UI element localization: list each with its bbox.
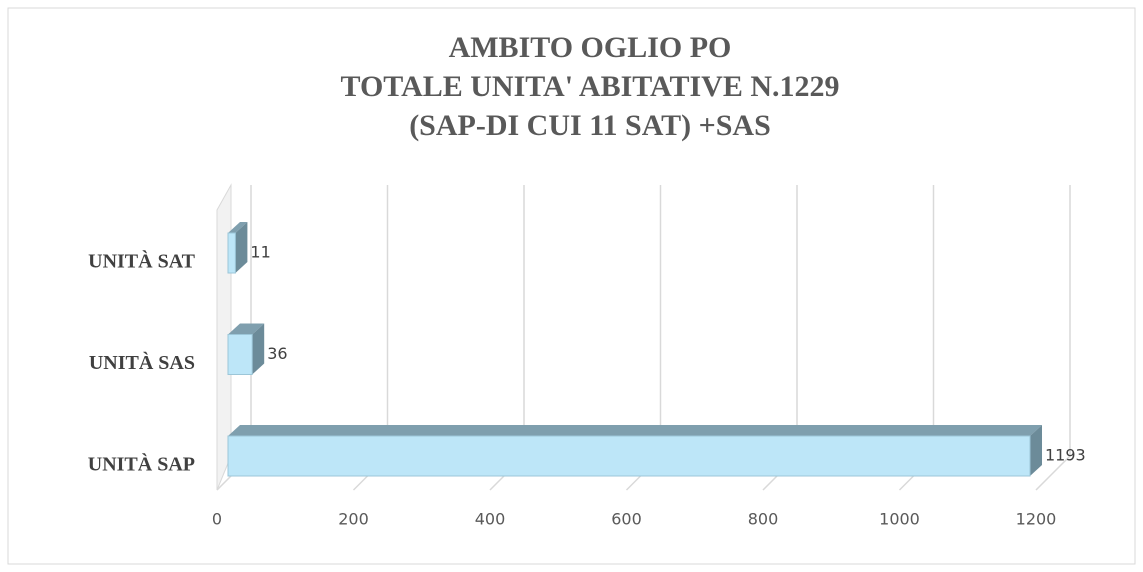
x-tick-label: 0	[212, 510, 222, 529]
x-tick-label: 1000	[879, 510, 920, 529]
bar-top	[228, 323, 265, 335]
x-tick-label: 200	[338, 510, 369, 529]
x-tick-label: 800	[748, 510, 779, 529]
y-tick-label: UNITÀ SAS	[89, 351, 195, 374]
grid-line	[1035, 185, 1071, 491]
y-tick-label: UNITÀ SAP	[88, 453, 195, 476]
value-label: 36	[267, 344, 287, 363]
x-tick-label: 400	[475, 510, 506, 529]
bar-side	[1030, 425, 1043, 476]
x-tick-label: 600	[611, 510, 642, 529]
chart-title: AMBITO OGLIO PO	[449, 31, 732, 64]
bar-top	[228, 222, 248, 233]
y-tick-label: UNITÀ SAT	[88, 250, 196, 273]
bar-side	[252, 323, 265, 375]
bar-side	[235, 222, 248, 273]
value-label: 1193	[1045, 446, 1086, 465]
bar-top	[228, 425, 1043, 436]
bar	[227, 435, 1031, 477]
value-label: 11	[250, 243, 270, 262]
bar	[227, 232, 236, 274]
bar	[227, 334, 253, 375]
chart-title: (SAP-DI CUI 11 SAT) +SAS	[409, 109, 771, 142]
x-tick-label: 1200	[1016, 510, 1057, 529]
chart-title: TOTALE UNITA' ABITATIVE N.1229	[341, 70, 840, 103]
